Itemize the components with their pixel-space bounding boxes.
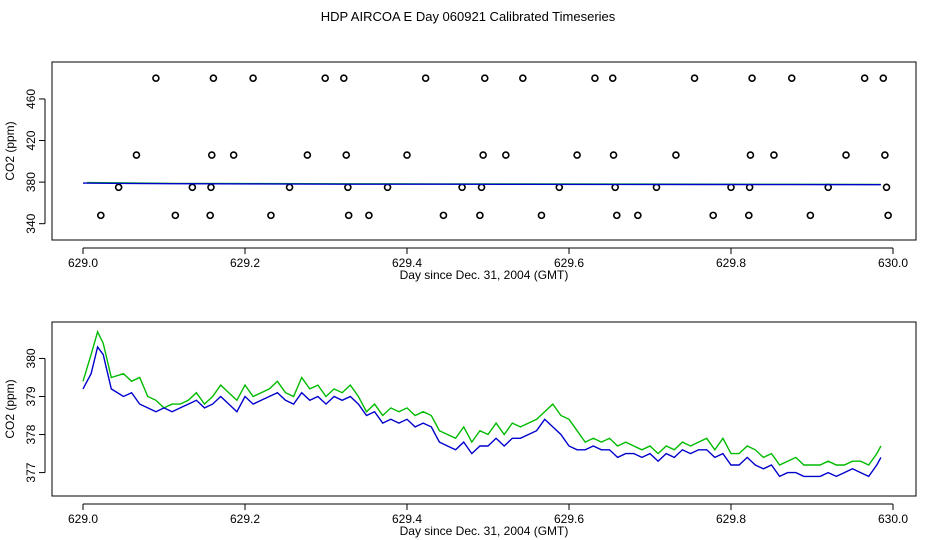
scatter-point — [611, 183, 619, 192]
scatter-point — [206, 211, 214, 220]
y-axis-label: CO2 (ppm) — [3, 121, 17, 180]
x-tick-label: 629.6 — [554, 256, 584, 270]
scatter-point — [285, 183, 294, 192]
plot-frame — [51, 61, 917, 241]
scatter-point — [340, 74, 348, 82]
scatter-point — [748, 74, 756, 82]
plot-top: 629.0 629.2 629.4 629.6 629.8 630.0 Day since … — [3, 61, 917, 282]
scatter-point — [403, 151, 411, 159]
plot-frame — [51, 321, 917, 497]
scatter-point — [458, 183, 466, 192]
x-tick-label: 629.0 — [68, 512, 98, 526]
scatter-point — [879, 74, 888, 82]
y-tick-label: 340 — [24, 213, 38, 233]
scatter-point — [303, 151, 312, 159]
scatter-point — [555, 183, 564, 192]
scatter-point — [344, 211, 353, 220]
scatter-point — [591, 74, 599, 82]
series-line — [82, 329, 882, 466]
scatter-point — [476, 211, 484, 220]
scatter-point — [709, 211, 717, 220]
y-tick-label: 380 — [24, 348, 38, 368]
scatter-point — [612, 211, 621, 220]
scatter-point — [342, 151, 351, 159]
x-tick-label: 629.8 — [716, 256, 746, 270]
x-tick-label: 630.0 — [878, 256, 908, 270]
scatter-point — [97, 211, 105, 220]
y-tick-label: 379 — [24, 386, 38, 406]
x-tick-label: 630.0 — [878, 512, 908, 526]
scatter-point — [479, 151, 487, 159]
scatter-point — [672, 151, 680, 159]
scatter-point — [209, 74, 218, 82]
scatter-point — [114, 183, 123, 192]
scatter-point — [188, 183, 197, 192]
scatter-point — [480, 74, 489, 82]
x-tick-label: 629.8 — [716, 512, 746, 526]
series-line — [82, 345, 882, 478]
scatter-point — [207, 183, 215, 192]
x-axis-label: Day since Dec. 31, 2004 (GMT) — [400, 268, 569, 282]
scatter-point — [229, 151, 238, 159]
scatter-point — [860, 74, 869, 82]
scatter-point — [207, 151, 216, 159]
scatter-point — [609, 151, 618, 159]
x-tick-label: 629.4 — [392, 512, 422, 526]
scatter-point — [171, 211, 180, 220]
scatter-point — [881, 151, 889, 159]
x-axis-label: Day since Dec. 31, 2004 (GMT) — [400, 524, 569, 538]
scatter-point — [365, 211, 373, 220]
scatter-point — [152, 74, 160, 82]
scatter-point — [502, 151, 510, 159]
scatter-point — [690, 74, 699, 82]
scatter-point — [746, 151, 755, 159]
x-tick-label: 629.6 — [554, 512, 584, 526]
x-tick-label: 629.2 — [230, 512, 260, 526]
scatter-point — [806, 211, 815, 220]
scatter-point — [787, 74, 796, 82]
scatter-point — [573, 151, 581, 159]
y-tick-label: 378 — [24, 424, 38, 444]
y-tick-label: 380 — [24, 172, 38, 192]
y-tick-label: 377 — [24, 462, 38, 482]
x-tick-label: 629.4 — [392, 256, 422, 270]
scatter-point — [477, 183, 486, 192]
scatter-point — [537, 211, 546, 220]
scatter-point — [652, 183, 661, 192]
y-tick-label: 420 — [24, 130, 38, 150]
scatter-point — [882, 183, 891, 192]
scatter-point — [745, 211, 753, 220]
series-line — [82, 182, 881, 186]
scatter-point — [421, 74, 430, 82]
scatter-point — [321, 74, 329, 82]
page-title: HDP AIRCOA E Day 060921 Calibrated Times… — [320, 9, 616, 24]
x-tick-label: 629.0 — [68, 256, 98, 270]
scatter-point — [770, 151, 778, 159]
scatter-point — [608, 74, 617, 82]
scatter-point — [842, 151, 850, 159]
y-axis-label: CO2 (ppm) — [3, 379, 17, 438]
scatter-point — [344, 183, 352, 192]
scatter-point — [634, 211, 642, 220]
scatter-point — [383, 183, 392, 192]
scatter-point — [267, 211, 275, 220]
scatter-point — [439, 211, 448, 220]
scatter-point — [249, 74, 257, 82]
scatter-point — [519, 74, 527, 82]
x-tick-label: 629.2 — [230, 256, 260, 270]
y-tick-label: 460 — [24, 89, 38, 109]
plot-bottom: 629.0 629.2 629.4 629.6 629.8 630.0 Day since … — [3, 321, 917, 538]
scatter-point — [884, 211, 892, 220]
scatter-point — [132, 151, 141, 159]
